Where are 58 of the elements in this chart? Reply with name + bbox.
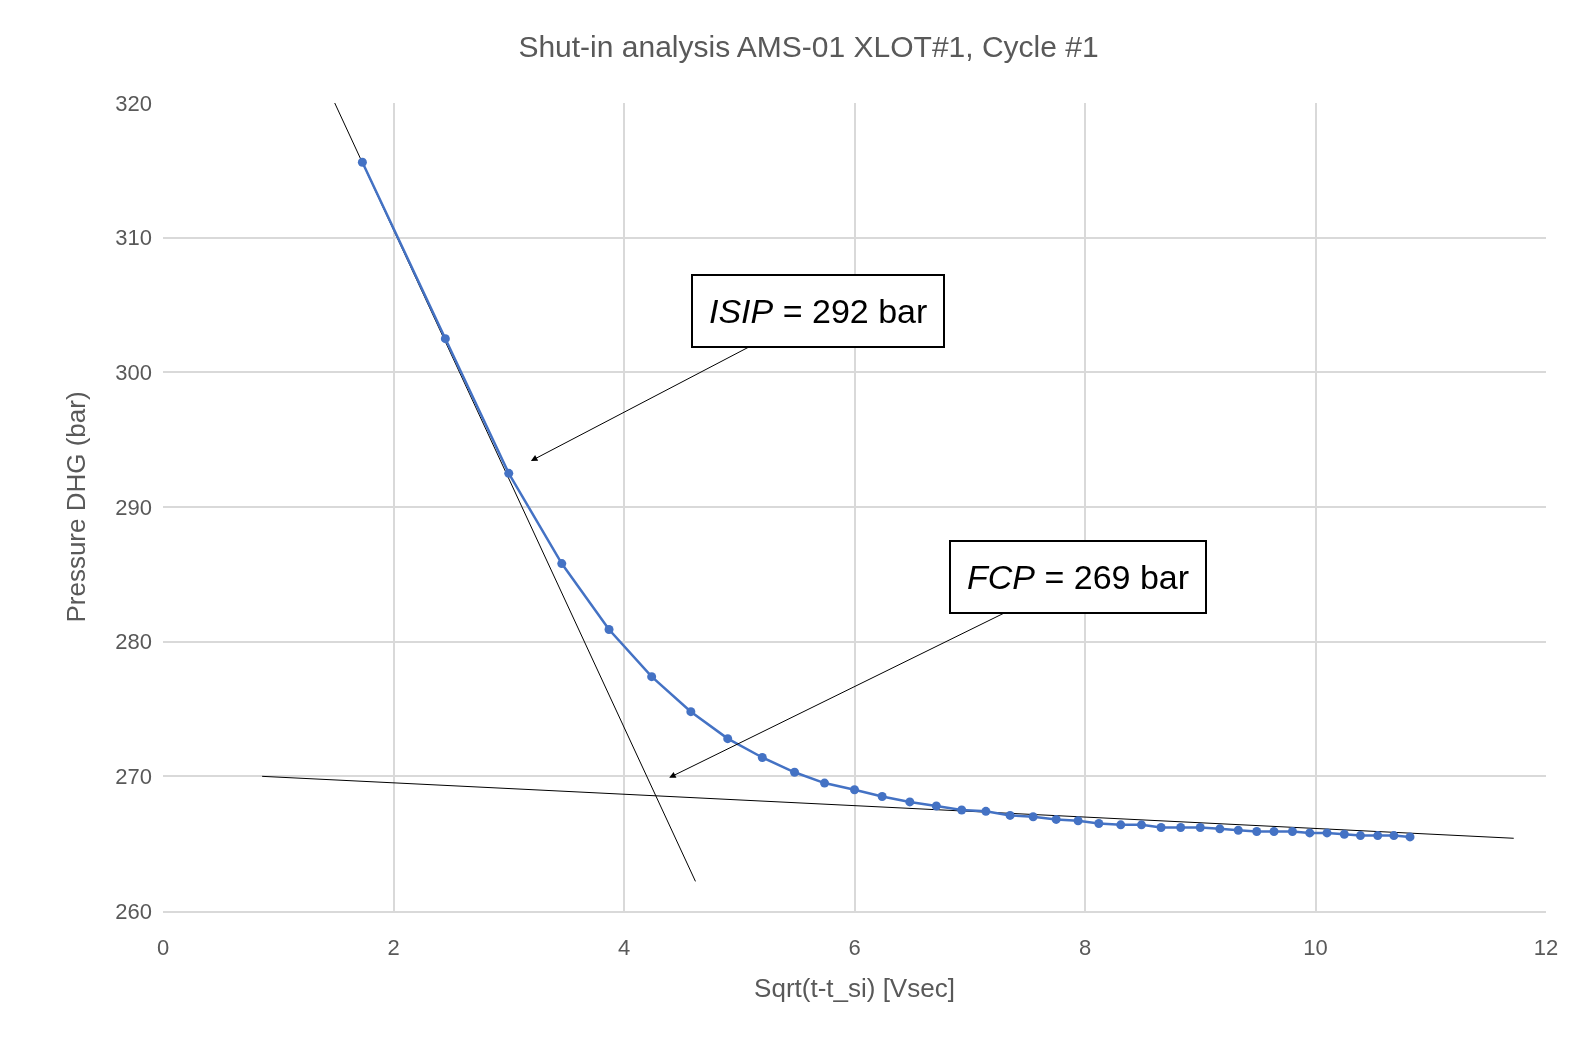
point xyxy=(1156,823,1166,833)
point xyxy=(1322,828,1332,838)
point xyxy=(981,806,991,816)
x-tick-label: 12 xyxy=(1533,935,1559,961)
point xyxy=(877,792,887,802)
y-tick-label: 300 xyxy=(115,360,152,386)
point xyxy=(1005,810,1015,820)
y-tick-label: 260 xyxy=(115,898,152,924)
point xyxy=(1195,823,1205,833)
x-tick-label: 4 xyxy=(617,935,631,961)
y-tick-label: 310 xyxy=(115,225,152,251)
point xyxy=(931,801,941,811)
point xyxy=(557,559,567,569)
point xyxy=(604,625,614,635)
point xyxy=(1252,827,1262,837)
y-tick-label: 320 xyxy=(115,90,152,116)
x-tick-label: 6 xyxy=(848,935,861,961)
point xyxy=(1389,831,1399,841)
point xyxy=(1305,828,1315,838)
point xyxy=(686,707,696,717)
point xyxy=(723,734,733,744)
chart-title: Shut-in analysis AMS-01 XLOT#1, Cycle #1 xyxy=(518,30,1099,64)
point xyxy=(820,778,830,788)
point xyxy=(1028,812,1038,822)
x-tick-label: 8 xyxy=(1078,935,1092,961)
x-tick-label: 2 xyxy=(387,935,400,961)
y-tick-label: 270 xyxy=(115,764,152,790)
x-tick-label: 10 xyxy=(1303,935,1328,961)
y-tick-label: 290 xyxy=(115,494,152,520)
point xyxy=(1405,832,1415,842)
point xyxy=(1136,820,1146,830)
point xyxy=(1073,816,1083,826)
point xyxy=(440,334,450,344)
point xyxy=(1339,829,1349,839)
x-axis-title: Sqrt(t-t_si) [Vsec] xyxy=(754,973,955,1004)
point xyxy=(1373,831,1383,841)
point xyxy=(357,157,367,167)
point xyxy=(1355,831,1365,841)
x-tick-label: 0 xyxy=(156,935,170,961)
point xyxy=(790,767,800,777)
point xyxy=(1233,825,1243,835)
y-tick-label: 280 xyxy=(115,629,152,655)
point xyxy=(504,468,514,478)
point xyxy=(1094,818,1104,828)
point xyxy=(1116,820,1126,830)
point xyxy=(850,785,859,795)
annotation: FCP = 269 bar xyxy=(967,558,1190,596)
point xyxy=(1051,814,1061,824)
point xyxy=(1215,824,1225,834)
point xyxy=(1176,823,1186,833)
y-axis-title: Pressure DHG (bar) xyxy=(60,391,91,623)
point xyxy=(757,752,767,762)
point xyxy=(647,672,657,682)
annotation: ISIP = 292 bar xyxy=(709,292,928,330)
point xyxy=(1287,827,1297,837)
point xyxy=(957,805,967,815)
point xyxy=(1269,827,1279,837)
point xyxy=(905,797,915,807)
